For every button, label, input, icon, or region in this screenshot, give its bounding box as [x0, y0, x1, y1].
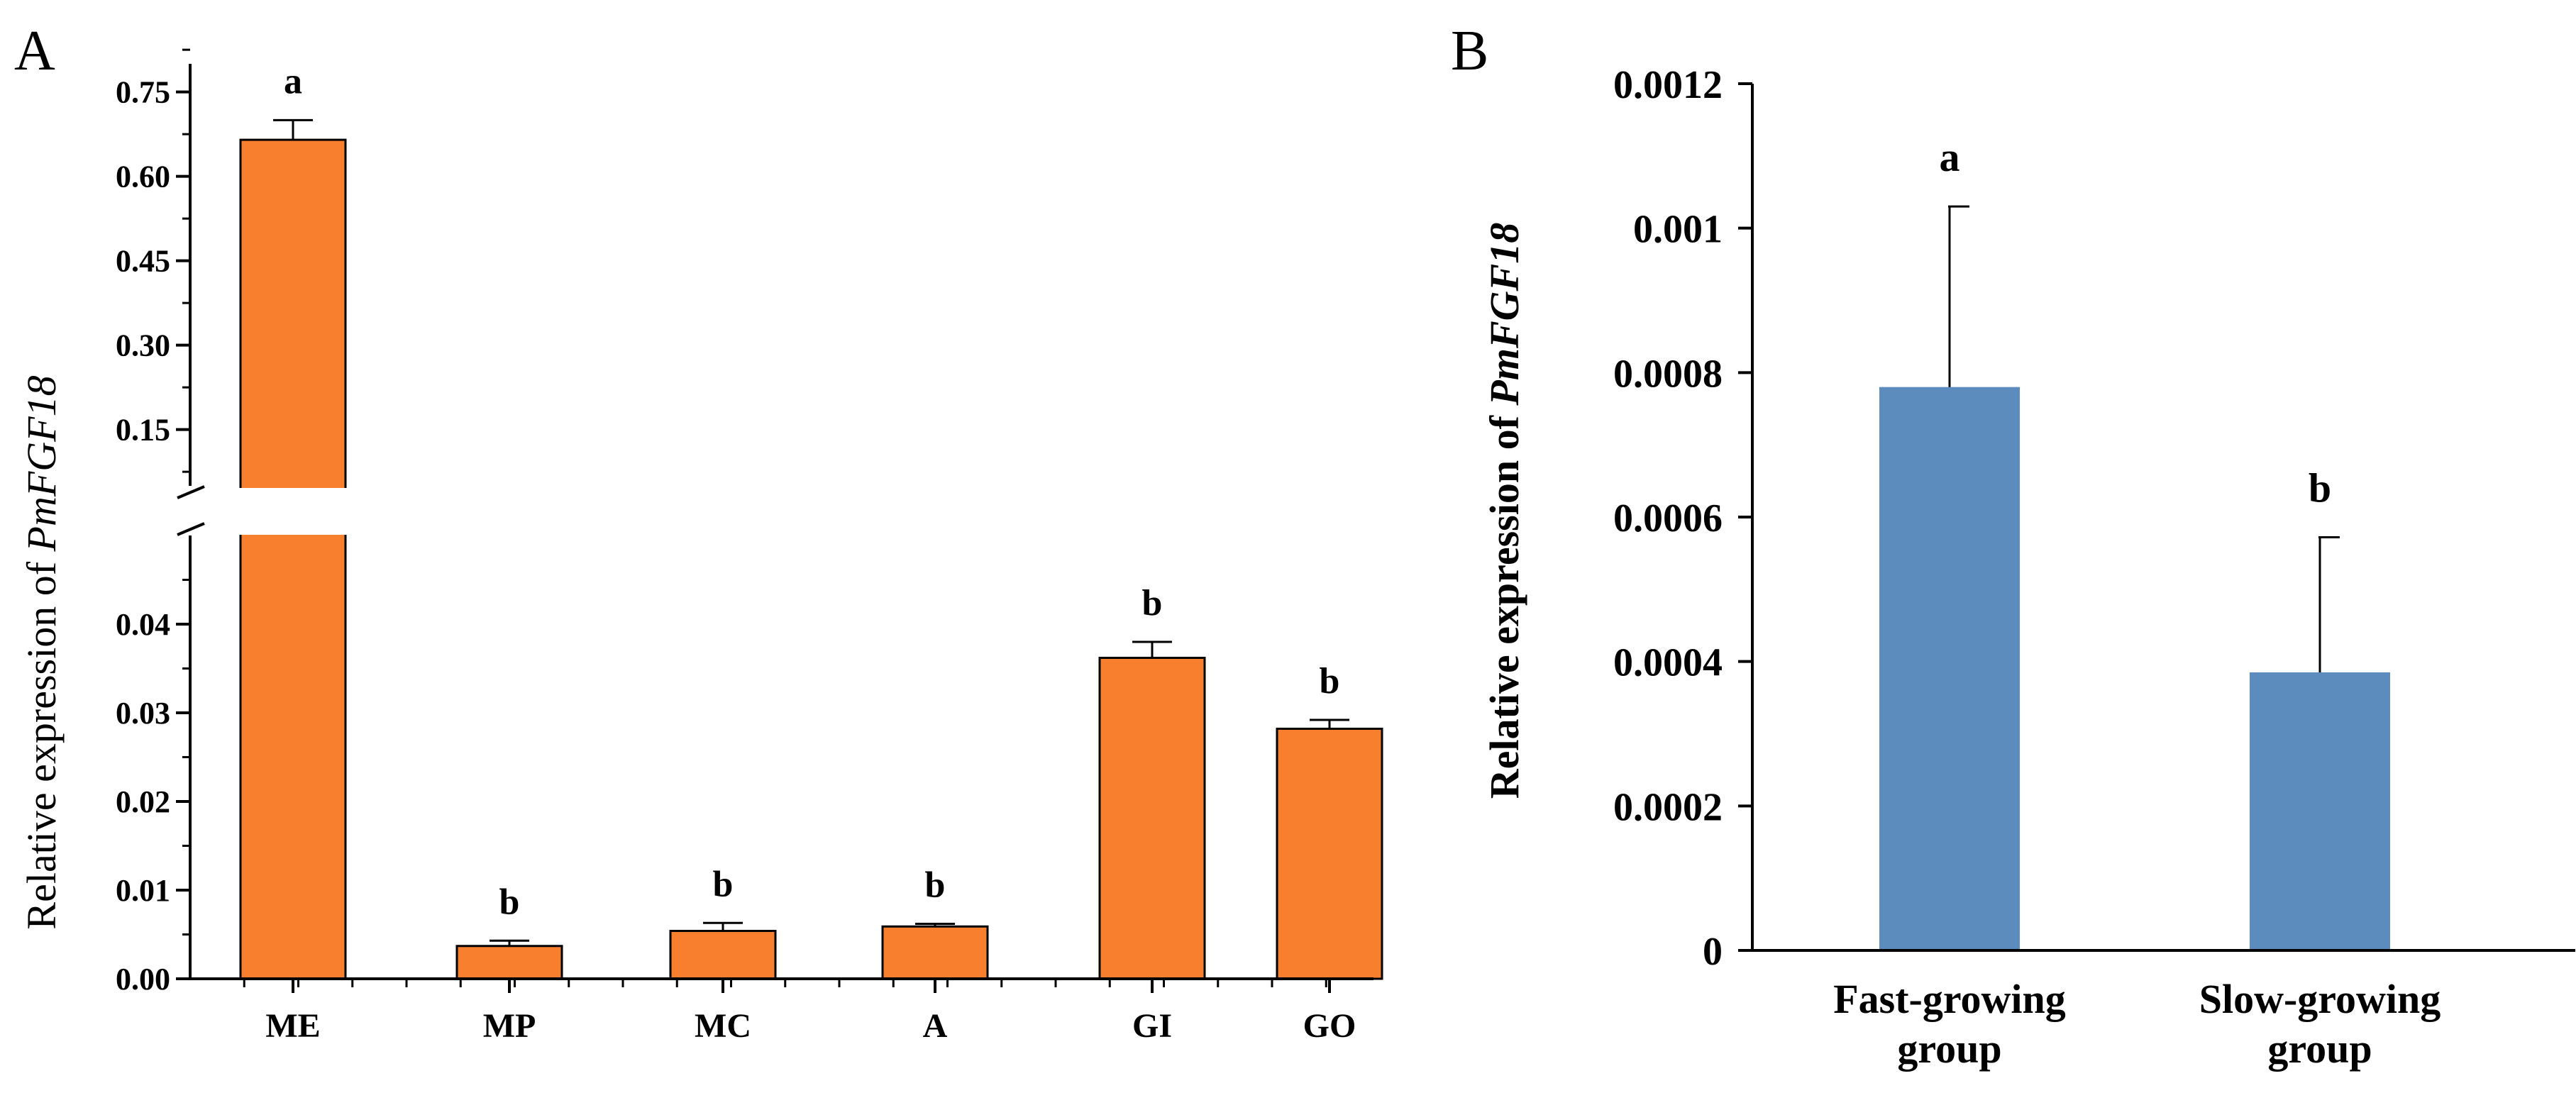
panel-a-y-tick-label: 0.04	[116, 607, 170, 642]
panel-a-bar-a	[881, 925, 989, 980]
panel-b-category-label: group	[2267, 1026, 2372, 1072]
panel-b-category-label: Slow-growing	[2199, 976, 2441, 1022]
panel-a-y-tick-label: 0.60	[116, 160, 170, 194]
panel-a-significance-label: a	[284, 61, 302, 101]
panel-a-y-tick-label: 0.30	[116, 328, 170, 363]
panel-b-y-tick-label: 0.0008	[1613, 352, 1723, 396]
panel-a-axis-break-mark-top	[177, 485, 205, 499]
panel-a-axis-break-mark-bottom	[177, 522, 205, 536]
panel-a-bar-mc	[669, 930, 777, 980]
panel-a-bar-mp	[455, 945, 563, 980]
panel-a-significance-label: b	[713, 864, 734, 904]
panel-a-y-tick-label: 0.00	[116, 962, 170, 997]
panel-a-bar-gi	[1098, 657, 1206, 980]
panel-b-bar-fast-growing	[1879, 387, 2020, 950]
panel-b-y-tick-label: 0.001	[1633, 208, 1723, 252]
panel-a-y-tick-label: 0.75	[116, 75, 170, 110]
panel-b-y-tick-label: 0.0012	[1613, 63, 1723, 107]
panel-a-category-label: GO	[1303, 1007, 1356, 1045]
panel-a-y-tick-label: 0.15	[116, 413, 170, 448]
panel-a-significance-label: b	[499, 882, 520, 922]
panel-a-significance-label: b	[925, 865, 946, 906]
panel-a-bar-me	[239, 138, 347, 980]
panel-a-significance-label: b	[1142, 583, 1163, 623]
panel-b-y-tick-label: 0.0002	[1613, 785, 1723, 829]
panel-a-bar-go	[1276, 728, 1383, 980]
panel-a-y-tick-label: 0.45	[116, 244, 170, 279]
panel-a-y-axis-label: Relative expression of PmFGF18	[18, 375, 65, 929]
panel-b-significance-label: a	[1940, 134, 1960, 180]
panel-b-bar-slow-growing	[2250, 672, 2390, 950]
panel-a-category-label: A	[923, 1007, 948, 1045]
panel-b-y-tick-label: 0.0006	[1613, 496, 1723, 540]
panel-a-y-tick-label: 0.03	[116, 696, 170, 731]
panel-b-significance-label: b	[2309, 465, 2331, 511]
panel-b-y-axis-label: Relative expression of PmFGF18	[1481, 223, 1527, 799]
panel-b-letter: B	[1451, 20, 1488, 82]
panel-b-category-label: group	[1897, 1026, 2001, 1072]
panel-b-category-label: Fast-growing	[1833, 976, 2066, 1022]
panel-a-y-tick-label: 0.02	[116, 784, 170, 819]
panel-a: A Relative expression of PmFGF18 0.15 0.3…	[14, 20, 1383, 1045]
panel-a-category-label: ME	[265, 1007, 320, 1045]
panel-a-category-label: MC	[695, 1007, 751, 1045]
panel-a-y-tick-label: 0.01	[116, 873, 170, 908]
panel-a-category-label: MP	[483, 1007, 536, 1045]
panel-b: B Relative expression of PmFGF18 0 0.0002…	[1451, 20, 2575, 1072]
panel-a-letter: A	[14, 20, 55, 82]
panel-b-y-tick-label: 0	[1703, 930, 1723, 974]
panel-a-category-label: GI	[1132, 1007, 1172, 1045]
panel-a-significance-label: b	[1320, 661, 1340, 701]
panel-b-y-tick-label: 0.0004	[1613, 641, 1723, 685]
panel-a-axis-break-gap	[170, 488, 1373, 535]
